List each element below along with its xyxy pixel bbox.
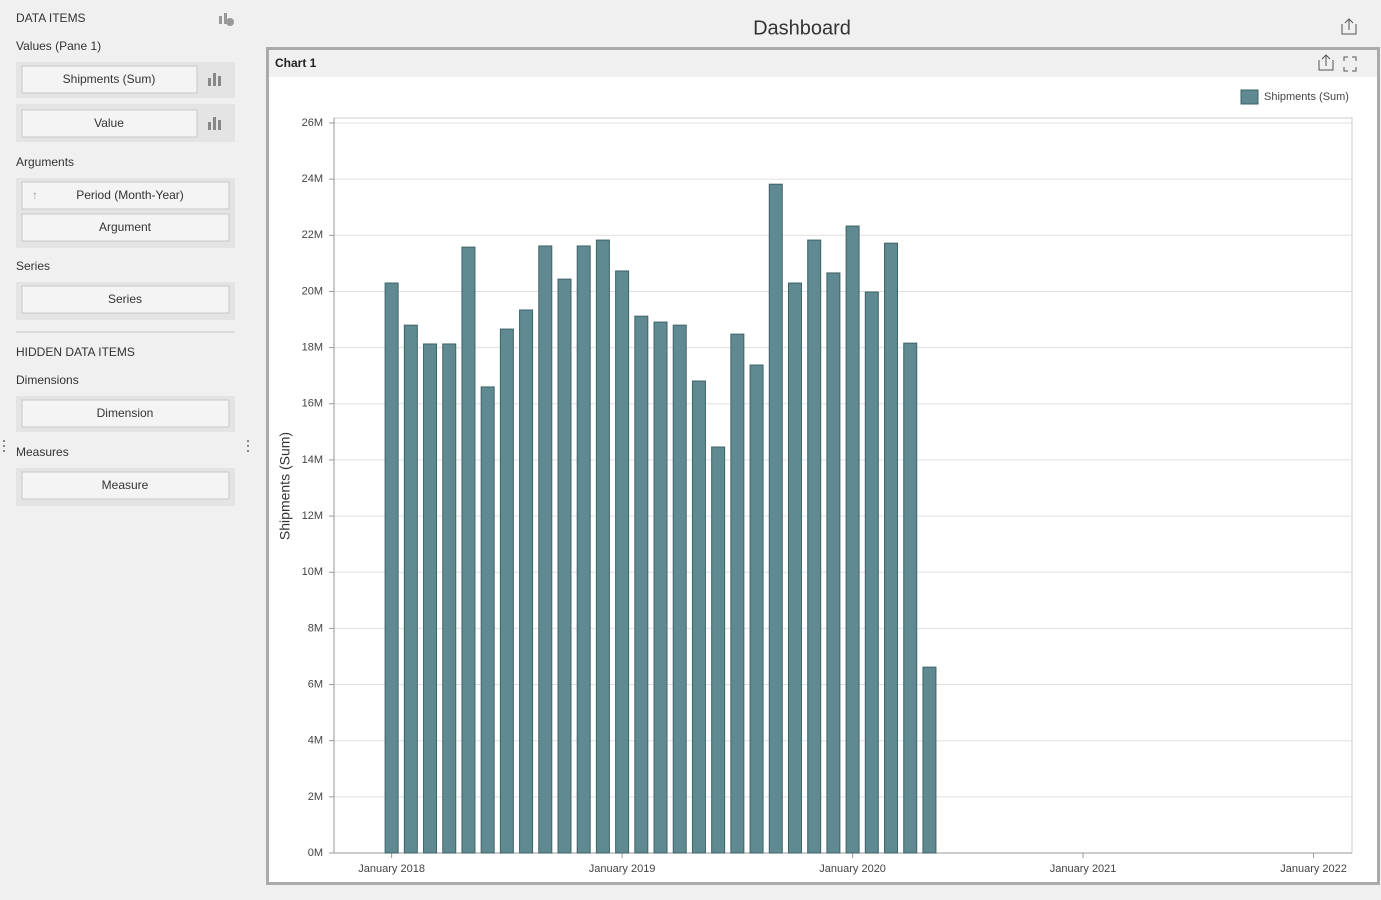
export-icon[interactable] <box>1341 18 1357 35</box>
bar <box>787 282 802 854</box>
item-label: Measure <box>102 478 149 492</box>
item-label: Value <box>94 116 124 130</box>
bar <box>595 239 610 854</box>
bar <box>691 380 706 854</box>
bar <box>864 291 879 854</box>
bar <box>576 245 591 854</box>
x-tick-label: January 2018 <box>358 863 425 875</box>
y-tick-label: 14M <box>302 454 323 466</box>
bar <box>615 270 630 854</box>
bar <box>634 315 649 854</box>
item-button[interactable] <box>21 213 230 242</box>
x-tick-label: January 2020 <box>819 863 886 875</box>
x-tick-label: January 2022 <box>1280 863 1347 875</box>
bar <box>711 446 726 854</box>
item-button[interactable] <box>21 471 230 500</box>
bar <box>480 386 495 854</box>
section-title: DATA ITEMS <box>16 11 86 25</box>
sort-icon: ↑ <box>32 188 38 202</box>
chart-icon[interactable] <box>208 73 221 86</box>
item-label: Dimension <box>97 406 154 420</box>
bar <box>653 321 668 854</box>
add-icon[interactable] <box>219 13 234 26</box>
bar <box>538 245 553 854</box>
legend-swatch <box>1240 89 1259 105</box>
y-tick-label: 16M <box>302 398 323 410</box>
bar <box>826 272 841 854</box>
y-tick-label: 18M <box>302 342 323 354</box>
item-button[interactable] <box>21 109 198 138</box>
group-label: Arguments <box>16 155 74 169</box>
x-tick-label: January 2019 <box>589 863 656 875</box>
group-label: Measures <box>16 445 69 459</box>
bar <box>403 324 418 854</box>
y-tick-label: 6M <box>308 678 323 690</box>
group-label: Dimensions <box>16 373 79 387</box>
bar <box>499 328 514 854</box>
y-tick-label: 2M <box>308 791 323 803</box>
bar <box>519 309 534 854</box>
bar <box>730 333 745 854</box>
bar <box>557 278 572 854</box>
y-tick-label: 8M <box>308 622 323 634</box>
item-label: Argument <box>99 220 152 234</box>
bar <box>768 183 783 854</box>
y-axis-title: Shipments (Sum) <box>277 432 293 540</box>
item-button[interactable] <box>21 65 198 94</box>
item-button[interactable] <box>21 181 230 210</box>
dashboard-title: Dashboard <box>753 17 851 39</box>
group-label: Values (Pane 1) <box>16 39 101 53</box>
y-tick-label: 0M <box>308 847 323 859</box>
bar <box>423 343 438 854</box>
item-button[interactable] <box>21 285 230 314</box>
bar <box>749 364 764 854</box>
y-tick-label: 10M <box>302 566 323 578</box>
bar <box>922 666 937 854</box>
bar <box>807 239 822 854</box>
sidebar: DATA ITEMS Values (Pane 1) Shipments (Su… <box>3 11 249 506</box>
section-title: HIDDEN DATA ITEMS <box>16 345 135 359</box>
y-tick-label: 24M <box>302 173 323 185</box>
x-tick-label: January 2021 <box>1050 863 1117 875</box>
y-tick-label: 12M <box>302 510 323 522</box>
item-label: Series <box>108 292 142 306</box>
y-tick-label: 22M <box>302 229 323 241</box>
bar <box>903 342 918 854</box>
bar <box>845 225 860 854</box>
group-label: Series <box>16 259 50 273</box>
panel-export-icon[interactable] <box>1318 54 1334 71</box>
panel-title: Chart 1 <box>275 56 317 70</box>
panel-header <box>269 50 1377 77</box>
item-button[interactable] <box>21 399 230 428</box>
chart-icon[interactable] <box>208 117 221 130</box>
bar <box>461 246 476 854</box>
item-label: Shipments (Sum) <box>63 72 156 86</box>
maximize-icon[interactable] <box>1343 56 1357 72</box>
bar <box>384 282 399 854</box>
y-tick-label: 20M <box>302 285 323 297</box>
legend-label: Shipments (Sum) <box>1264 91 1349 103</box>
y-tick-label: 4M <box>308 735 323 747</box>
bar <box>442 343 457 854</box>
bar <box>884 242 899 854</box>
item-label: Period (Month-Year) <box>76 188 184 202</box>
y-tick-label: 26M <box>302 117 323 129</box>
bar <box>672 324 687 854</box>
splitter-grip[interactable] <box>3 440 249 452</box>
